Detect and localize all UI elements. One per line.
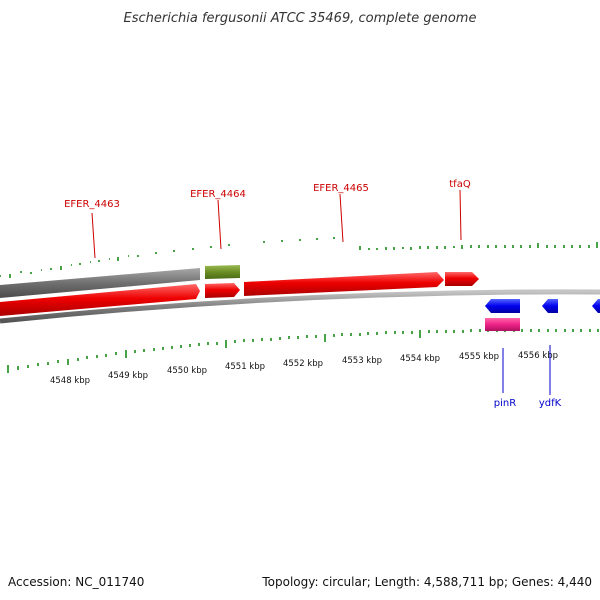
gene-label-tfaq[interactable]: tfaQ bbox=[449, 179, 471, 190]
tfaq-leader-line bbox=[459, 189, 462, 241]
efer-4463-leader-line bbox=[91, 212, 96, 259]
gene-efer-4463-arrow[interactable] bbox=[0, 284, 200, 316]
gray-region-band[interactable] bbox=[0, 268, 200, 298]
lower-tick-ruler bbox=[7, 329, 599, 373]
gene-tfaq-arrow[interactable] bbox=[445, 272, 479, 286]
kbp-label: 4552 kbp bbox=[283, 359, 323, 369]
gene-ydfk-arrow[interactable] bbox=[542, 299, 558, 313]
gene-reverse-arrow-edge[interactable] bbox=[592, 299, 600, 313]
kbp-label: 4550 kbp bbox=[167, 366, 207, 376]
upper-tick-ruler bbox=[0, 237, 598, 278]
gene-label-efer-4463[interactable]: EFER_4463 bbox=[64, 199, 120, 210]
gene-efer-4464-feature[interactable] bbox=[205, 265, 240, 279]
kbp-label: 4554 kbp bbox=[400, 354, 440, 364]
kbp-label: 4553 kbp bbox=[342, 356, 382, 366]
kbp-label: 4555 kbp bbox=[459, 352, 499, 362]
efer-4465-leader-line bbox=[339, 193, 344, 243]
kbp-label: 4551 kbp bbox=[225, 362, 265, 372]
kbp-label: 4549 kbp bbox=[108, 371, 148, 381]
map-title: Escherichia fergusonii ATCC 35469, compl… bbox=[124, 11, 477, 26]
gene-efer-4465-arrow[interactable] bbox=[244, 272, 444, 296]
kbp-label: 4548 kbp bbox=[50, 376, 90, 386]
gene-label-ydfk[interactable]: ydfK bbox=[539, 398, 562, 409]
kbp-label: 4556 kbp bbox=[518, 351, 558, 361]
genome-summary-text: Topology: circular; Length: 4,588,711 bp… bbox=[261, 575, 592, 589]
gene-forward-arrow[interactable] bbox=[205, 283, 240, 298]
gene-pinr-arrow[interactable] bbox=[485, 299, 520, 313]
kbp-axis-labels: 4548 kbp 4549 kbp 4550 kbp 4551 kbp 4552… bbox=[50, 351, 558, 386]
accession-text: Accession: NC_011740 bbox=[8, 575, 144, 589]
gene-label-efer-4464[interactable]: EFER_4464 bbox=[190, 189, 246, 200]
pink-feature-box[interactable] bbox=[485, 318, 520, 331]
efer-4464-leader-line bbox=[217, 199, 222, 250]
gene-label-pinr[interactable]: pinR bbox=[494, 398, 516, 409]
genome-backbone bbox=[0, 289, 600, 324]
gene-label-efer-4465[interactable]: EFER_4465 bbox=[313, 183, 369, 194]
